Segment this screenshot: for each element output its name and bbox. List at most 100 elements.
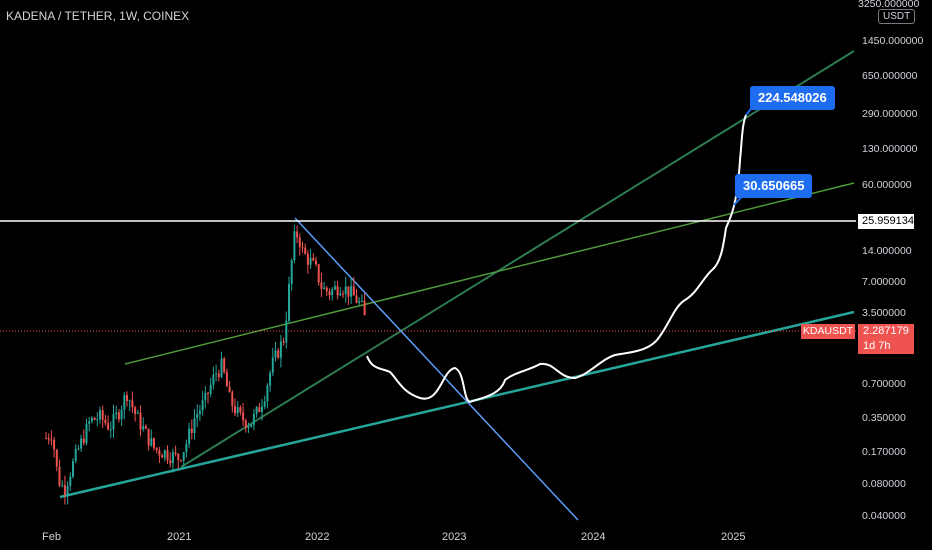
candle-body bbox=[301, 247, 304, 249]
currency-badge[interactable]: USDT bbox=[878, 9, 916, 24]
candle-body bbox=[333, 286, 336, 290]
candle-body bbox=[66, 485, 69, 495]
horizontal-level-label: 25.959134 bbox=[858, 214, 914, 229]
projection-path[interactable] bbox=[366, 114, 747, 404]
candle-body bbox=[342, 293, 344, 295]
candle-body bbox=[225, 372, 228, 387]
candle-body bbox=[288, 283, 290, 321]
candle-body bbox=[282, 341, 285, 343]
candle-body bbox=[215, 373, 218, 375]
candle-body bbox=[209, 384, 212, 394]
candle-body bbox=[53, 439, 56, 450]
time-axis[interactable]: Feb 2021 2022 2023 2024 2025 bbox=[42, 531, 745, 543]
candle-body bbox=[93, 417, 96, 420]
candle-body bbox=[252, 413, 255, 425]
current-price-label: 2.287179 bbox=[858, 324, 914, 339]
candle-body bbox=[50, 439, 53, 441]
candle-body bbox=[363, 300, 366, 316]
candle-body bbox=[290, 260, 293, 284]
candle-body bbox=[136, 412, 139, 414]
candle-body bbox=[242, 412, 245, 421]
candle-body bbox=[269, 372, 272, 386]
price-label: 130.000000 bbox=[862, 143, 918, 155]
candle-body bbox=[63, 485, 66, 495]
candle-body bbox=[150, 438, 153, 446]
candle-body bbox=[88, 421, 91, 424]
candle-body bbox=[296, 231, 299, 238]
candle-body bbox=[169, 460, 172, 464]
candle-body bbox=[166, 450, 169, 461]
candle-body bbox=[58, 466, 61, 486]
candle-body bbox=[261, 406, 263, 413]
candle-body bbox=[344, 286, 347, 295]
price-label: 3250.000000 bbox=[858, 0, 919, 10]
candle-body bbox=[161, 455, 164, 458]
candle-body bbox=[120, 409, 123, 420]
candle-body bbox=[80, 438, 83, 449]
candle-body bbox=[358, 301, 361, 303]
candle-body bbox=[82, 438, 85, 444]
candle-body bbox=[99, 410, 101, 420]
candle-body bbox=[328, 291, 331, 296]
candle-body bbox=[317, 264, 320, 283]
candle-body bbox=[134, 407, 137, 414]
candle-body bbox=[55, 449, 58, 467]
candle-body bbox=[47, 438, 50, 440]
price-label: 1450.000000 bbox=[862, 35, 923, 47]
candle-body bbox=[139, 412, 142, 430]
candle-body bbox=[236, 407, 239, 414]
candle-body bbox=[190, 428, 193, 433]
candle-body bbox=[185, 443, 188, 453]
price-label: 3.500000 bbox=[862, 307, 906, 319]
candle-body bbox=[109, 429, 112, 431]
candle-body bbox=[61, 485, 64, 487]
candle-body bbox=[223, 358, 226, 373]
candle-body bbox=[77, 448, 80, 450]
candle-body bbox=[104, 419, 107, 424]
candle-body bbox=[158, 450, 161, 456]
candles-group[interactable] bbox=[45, 224, 366, 505]
target-callout-low[interactable]: 30.650665 bbox=[735, 174, 813, 198]
candle-body bbox=[250, 424, 253, 427]
price-label: 0.700000 bbox=[862, 378, 906, 390]
time-label: 2023 bbox=[442, 531, 466, 543]
candle-body bbox=[323, 287, 326, 289]
target-callout-high[interactable]: 224.548026 bbox=[750, 86, 835, 110]
descending-trend-line[interactable] bbox=[294, 217, 579, 521]
lower-trend-line[interactable] bbox=[59, 310, 855, 499]
candle-body bbox=[193, 418, 196, 433]
price-label: 14.000000 bbox=[862, 245, 912, 257]
candle-body bbox=[320, 282, 323, 289]
time-label: 2022 bbox=[305, 531, 329, 543]
steep-trend-line[interactable] bbox=[180, 50, 855, 468]
candle-body bbox=[279, 341, 282, 358]
candle-body bbox=[128, 400, 131, 402]
candle-body bbox=[234, 406, 236, 414]
candle-body bbox=[239, 407, 242, 413]
candle-body bbox=[277, 350, 280, 358]
candle-body bbox=[101, 410, 104, 420]
candle-body bbox=[347, 286, 350, 297]
candle-body bbox=[188, 428, 191, 444]
time-label: 2021 bbox=[167, 531, 191, 543]
candle-body bbox=[131, 400, 134, 408]
candle-body bbox=[231, 392, 234, 407]
candle-body bbox=[271, 357, 274, 373]
price-axis[interactable]: 3250.000000 1450.000000 650.000000 290.0… bbox=[858, 0, 923, 522]
candle-body bbox=[355, 295, 358, 303]
candle-body bbox=[207, 392, 209, 394]
candle-body bbox=[153, 438, 155, 448]
candle-body bbox=[126, 395, 128, 402]
candle-body bbox=[144, 426, 147, 429]
candle-body bbox=[74, 448, 77, 462]
candle-body bbox=[198, 410, 201, 414]
candle-body bbox=[201, 400, 204, 411]
candle-body bbox=[174, 452, 177, 454]
candle-body bbox=[177, 453, 180, 461]
candle-body bbox=[182, 452, 185, 461]
candle-body bbox=[285, 320, 288, 343]
candle-body bbox=[85, 423, 88, 444]
candle-body bbox=[263, 401, 266, 407]
candle-body bbox=[244, 420, 247, 429]
